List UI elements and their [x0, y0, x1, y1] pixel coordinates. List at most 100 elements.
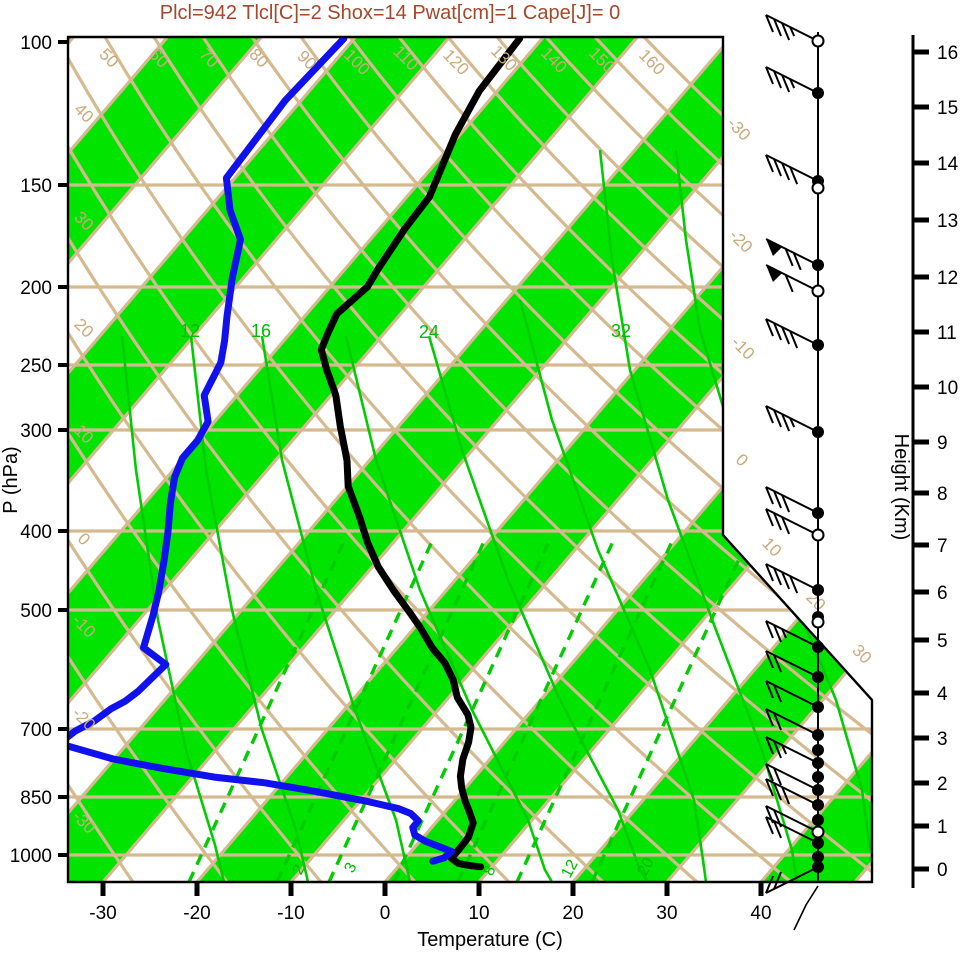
dry-adiabat-line	[68, 37, 793, 882]
temp-tick-label: 40	[750, 903, 771, 924]
barb-feather	[773, 567, 782, 586]
height-tick-label: 8	[937, 484, 948, 505]
barb-pennant	[766, 239, 783, 256]
barb-feather	[765, 154, 774, 173]
pressure-tick-label: 400	[20, 522, 52, 543]
barb-feather	[781, 326, 791, 345]
barb-feather	[765, 763, 774, 782]
barb-feather	[773, 490, 782, 509]
barb-feather	[773, 322, 782, 341]
barb-feather	[773, 512, 782, 531]
pressure-tick-label: 300	[20, 421, 52, 442]
barb-staff	[765, 805, 819, 833]
plot-border	[66, 35, 874, 884]
level-marker	[812, 259, 824, 271]
barb-staff	[765, 486, 819, 514]
level-marker-open	[811, 181, 825, 195]
barb-feather	[765, 816, 774, 835]
moist-adiabat-line	[518, 299, 708, 882]
plot-frame	[58, 35, 929, 896]
barb-feather	[773, 684, 782, 703]
barb-feather	[781, 162, 791, 181]
barb-staff	[765, 66, 819, 94]
height-tick-label: 0	[937, 860, 948, 881]
dry-adiabat-line	[250, 37, 872, 882]
barb-feather	[765, 563, 774, 582]
barb-feather	[792, 252, 802, 271]
barb-staff	[765, 508, 819, 536]
temp-tick-label: -10	[277, 903, 304, 924]
height-tick-label: 10	[937, 378, 958, 399]
chart-title: Plcl=942 Tlcl[C]=2 Shox=14 Pwat[cm]=1 Ca…	[159, 2, 621, 24]
barb-feather	[773, 871, 782, 890]
barb-feather	[765, 405, 774, 424]
level-marker	[812, 729, 824, 741]
level-marker	[812, 426, 824, 438]
barb-feather	[765, 14, 774, 33]
moist-adiabat-line	[427, 335, 650, 882]
dry-adiabat-line	[68, 37, 323, 882]
height-axis-title: Height (Km)	[890, 434, 912, 541]
temp-tick-label: 10	[468, 903, 489, 924]
level-marker	[812, 507, 824, 519]
temp-tick-label: -30	[89, 903, 116, 924]
barb-feather	[789, 575, 799, 594]
barb-feather	[789, 166, 799, 185]
height-tick-label: 16	[937, 43, 958, 64]
barb-feather	[765, 708, 774, 727]
pressure-tick-label: 200	[20, 278, 52, 299]
dewpoint-curve	[68, 37, 455, 865]
barb-feather	[773, 70, 782, 89]
wind-barb-column	[765, 14, 825, 931]
grid-line-label: -10	[727, 333, 758, 364]
height-tick-label: 1	[937, 817, 948, 838]
barb-feather	[781, 74, 791, 93]
grid-line-label: 20	[634, 855, 657, 879]
temperature-axis-title: Temperature (C)	[417, 929, 563, 951]
barb-feather	[781, 22, 791, 41]
level-marker-open	[811, 825, 825, 839]
barb-feather	[781, 494, 791, 513]
mixing-ratio-line	[275, 536, 436, 882]
moist-and-mixing-lines	[120, 149, 872, 882]
barb-feather	[773, 740, 782, 759]
height-tick-label: 3	[937, 729, 948, 750]
barb-feather	[773, 18, 782, 37]
barb-half-feather	[789, 78, 796, 89]
dry-adiabat-line	[299, 37, 872, 882]
height-tick-label: 4	[937, 684, 948, 705]
barb-half-feather	[789, 417, 796, 428]
dry-adiabat-line	[68, 37, 605, 882]
barb-feather	[781, 516, 791, 535]
height-tick-label: 14	[937, 154, 959, 175]
mixing-ratio-line	[392, 536, 553, 882]
barb-staff	[765, 318, 819, 346]
height-tick-label: 2	[937, 774, 948, 795]
grid-line-label: 3	[341, 860, 360, 876]
mixing-ratio-line	[456, 536, 617, 882]
pressure-tick-label: 1000	[10, 846, 52, 867]
barb-feather	[765, 486, 774, 505]
moist-adiabat-line	[260, 335, 412, 882]
pressure-tick-label: 150	[20, 176, 52, 197]
barb-feather	[784, 274, 794, 293]
grid-line-label: 16	[251, 321, 271, 341]
grid-line-label: 20	[70, 315, 97, 342]
barb-pennant	[766, 265, 783, 282]
dry-adiabat-line	[544, 37, 872, 882]
barb-feather	[773, 409, 782, 428]
moist-adiabat-line	[344, 335, 554, 882]
barb-staff	[765, 238, 819, 266]
grid-line-label: 10	[758, 534, 785, 561]
level-marker	[812, 837, 824, 849]
height-tick-label: 15	[937, 98, 958, 119]
height-tick-label: 13	[937, 211, 958, 232]
pressure-tick-label: 250	[20, 356, 52, 377]
level-marker	[812, 771, 824, 783]
sounding-profiles	[68, 37, 524, 871]
green-band	[68, 37, 638, 882]
barb-feather	[773, 782, 782, 801]
isotherm-line	[68, 37, 357, 882]
